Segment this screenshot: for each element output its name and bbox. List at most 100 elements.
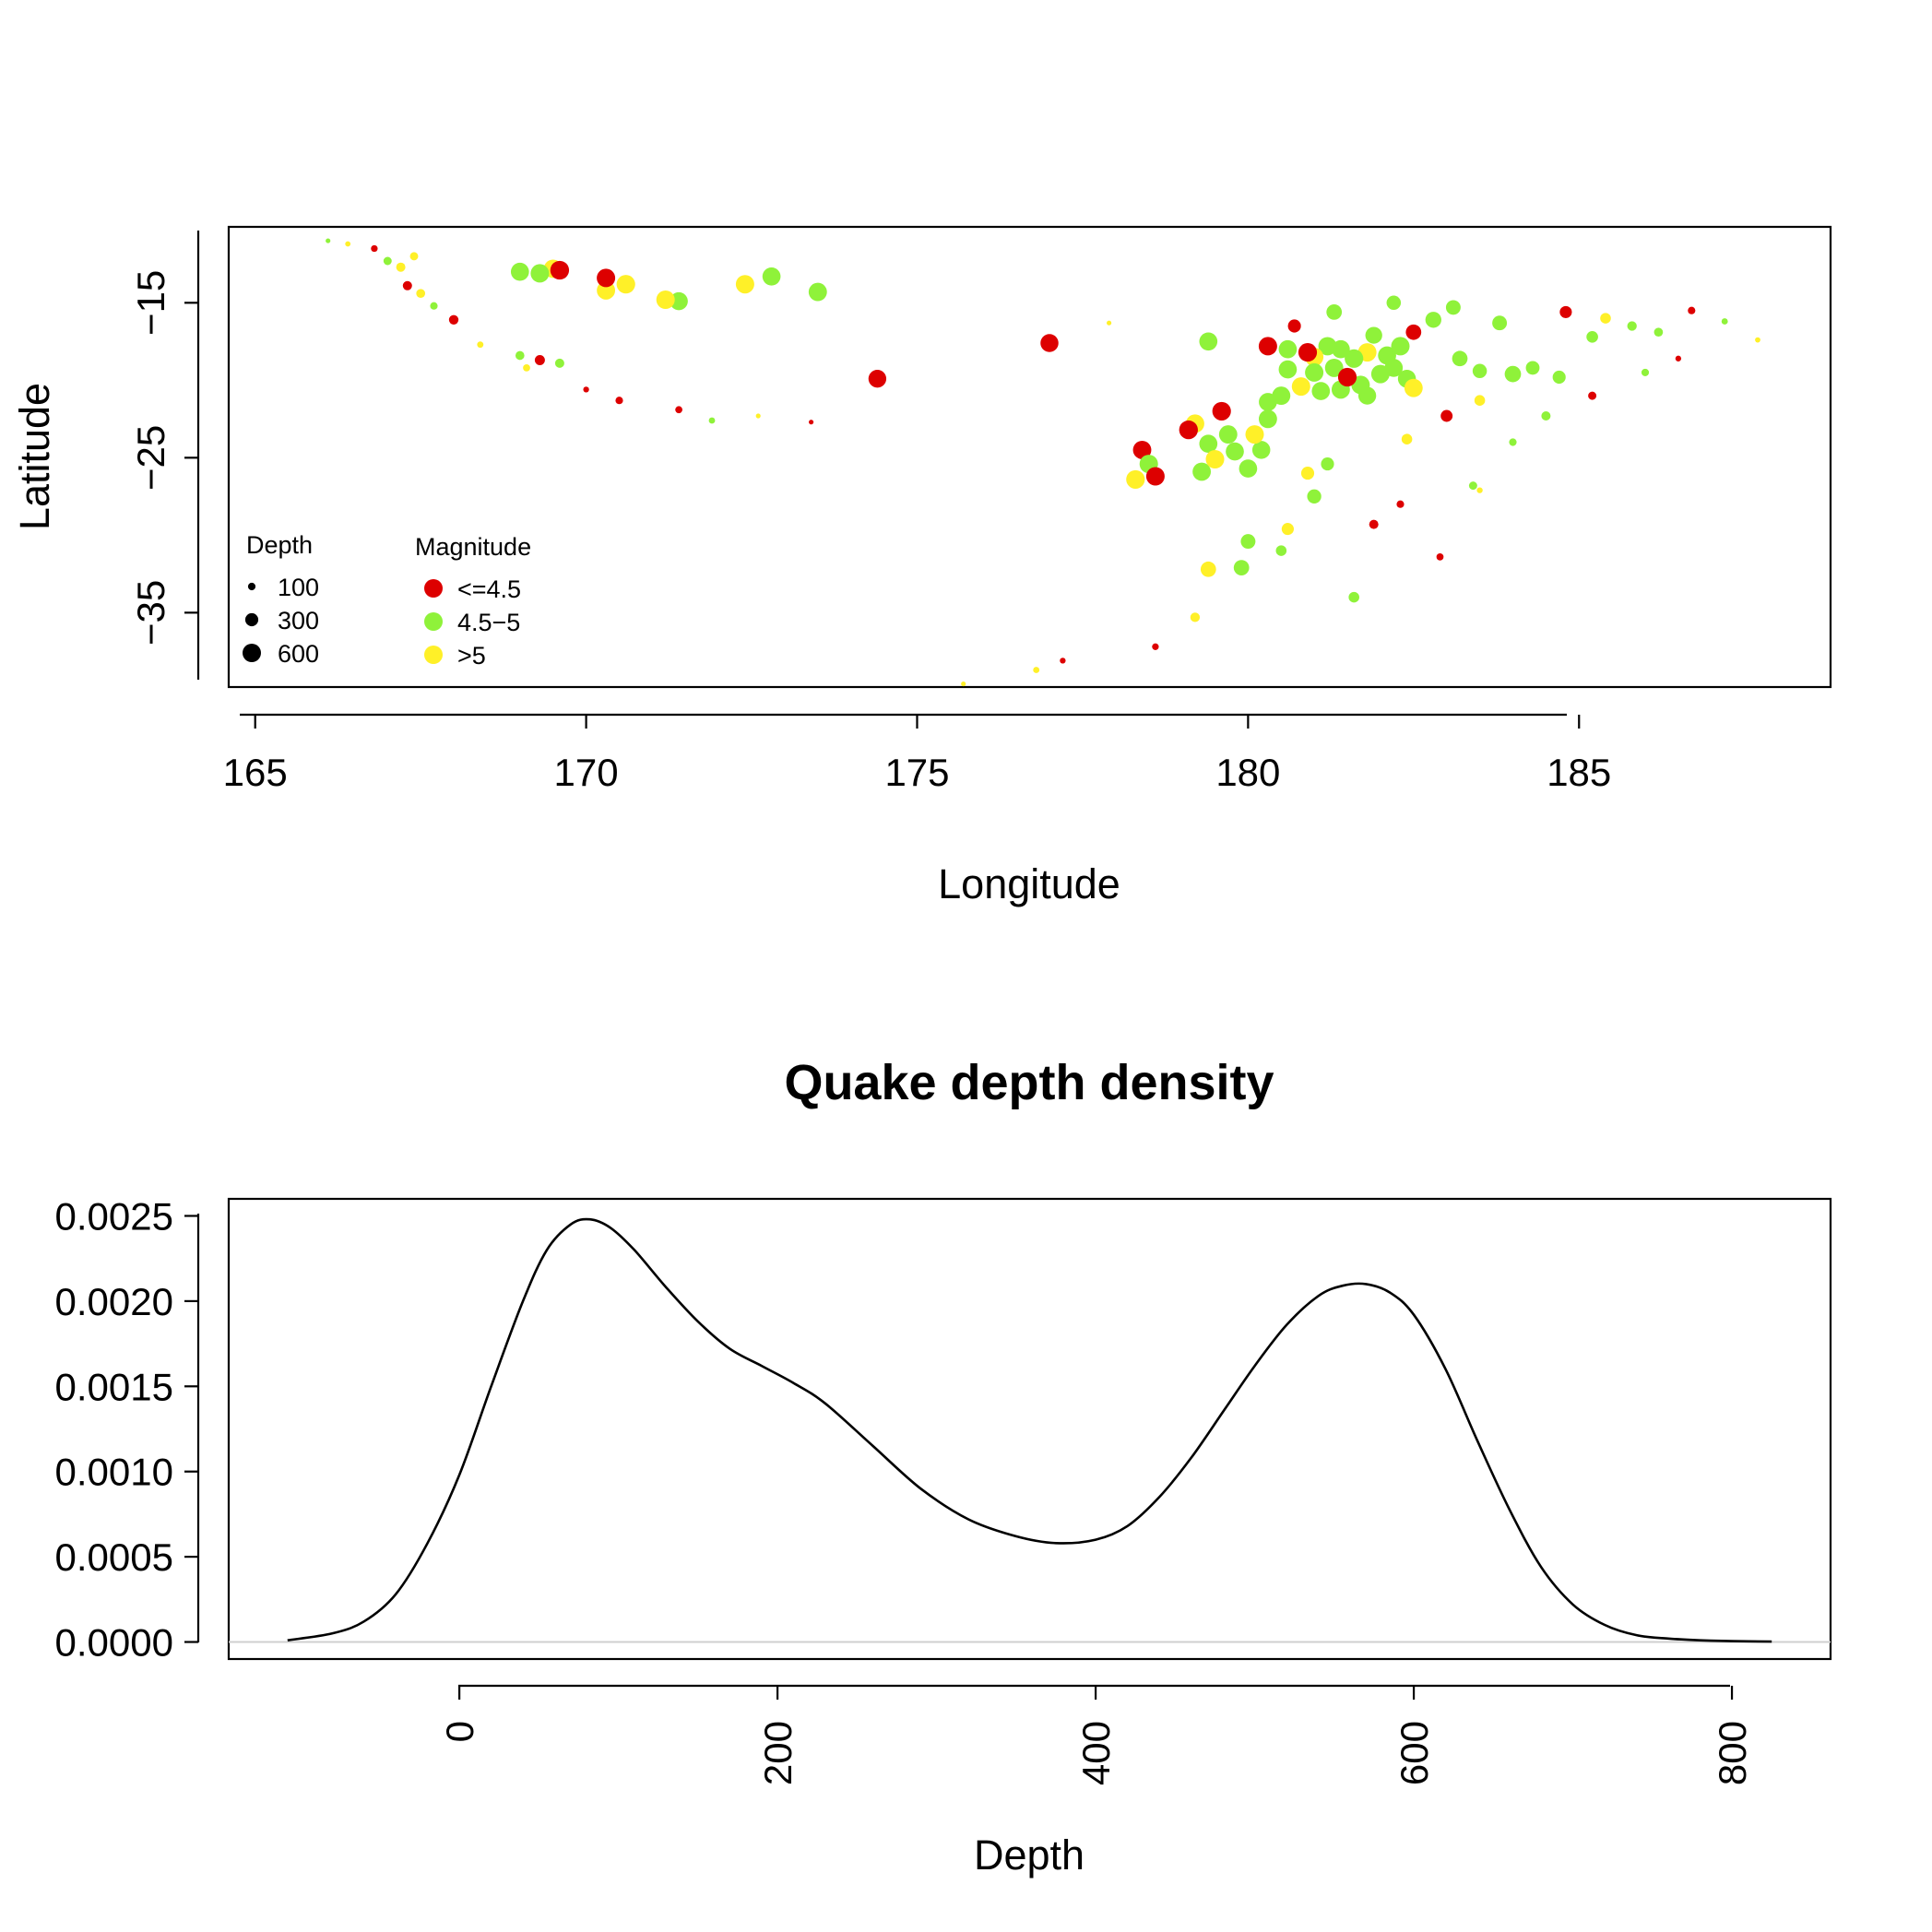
quake-point <box>755 413 761 419</box>
quake-point <box>1472 363 1488 379</box>
quake-point <box>1525 361 1540 375</box>
quake-point <box>1199 434 1218 454</box>
quake-point <box>1425 312 1441 328</box>
quake-point <box>809 420 814 425</box>
quake-point <box>1305 362 1324 382</box>
x-tick-label-map: 185 <box>1547 751 1611 794</box>
x-tick-label-map: 165 <box>223 751 288 794</box>
x-axis-ticks-density: 0 200 400 600 800 <box>438 1686 1754 1785</box>
y-tick-label-density: 0.0000 <box>55 1621 173 1665</box>
legend-depth-label-300: 300 <box>278 607 319 634</box>
quake-point <box>1370 364 1390 384</box>
y-tick-label-map: −25 <box>129 425 172 491</box>
quake-point <box>1452 350 1468 367</box>
quake-point <box>345 241 351 247</box>
quake-point <box>1401 433 1413 444</box>
quake-point <box>1245 425 1264 444</box>
x-axis-label-density: Depth <box>974 1831 1085 1879</box>
quake-point <box>1559 305 1572 318</box>
quake-point <box>1199 332 1218 351</box>
x-tick-label-map: 180 <box>1215 751 1280 794</box>
legend-depth-label-100: 100 <box>278 574 319 601</box>
quake-point <box>1132 440 1152 459</box>
y-axis-ticks-density: 0.0000 0.0005 0.0010 0.0015 0.0020 0.0025 <box>55 1194 198 1665</box>
legend-magnitude-marker-high <box>424 646 443 664</box>
quake-point <box>1324 358 1344 377</box>
quake-point <box>1445 300 1461 315</box>
legend-depth-marker-100 <box>247 582 256 591</box>
quake-point <box>1476 487 1483 493</box>
quake-point <box>1492 315 1508 331</box>
plot-frame-map <box>227 225 1832 689</box>
quake-point <box>430 302 438 310</box>
quake-point <box>583 386 589 393</box>
legend: Depth 100 300 600 Magnitude <=4.5 4.5−5 … <box>243 531 531 670</box>
plot-frame-density <box>227 1197 1832 1661</box>
quake-point <box>396 262 406 272</box>
y-tick-label-density: 0.0025 <box>55 1194 173 1238</box>
quake-point <box>1275 545 1287 556</box>
quake-point <box>1179 420 1198 440</box>
quake-point <box>1586 330 1598 343</box>
quake-point <box>1326 304 1343 320</box>
x-tick-label-density: 800 <box>1711 1721 1754 1785</box>
quake-point <box>550 260 570 280</box>
quake-point <box>1474 395 1486 406</box>
quake-point <box>1641 368 1650 376</box>
quake-point <box>1468 481 1477 491</box>
chart-title-density: Quake depth density <box>784 1055 1274 1110</box>
y-tick-label-density: 0.0005 <box>55 1535 173 1579</box>
quake-point <box>1552 370 1566 385</box>
quake-location-plot: 165 170 175 180 185 −15 −25 −35 Longitude Lati… <box>11 225 1832 907</box>
quake-point <box>530 264 550 283</box>
quake-point <box>1396 500 1405 508</box>
quake-point <box>1688 306 1696 314</box>
legend-depth-title: Depth <box>246 531 313 559</box>
x-tick-label-map: 175 <box>884 751 949 794</box>
x-axis-ticks-map: 165 170 175 180 185 <box>223 715 1611 794</box>
quake-point <box>656 290 675 309</box>
x-tick-label-density: 400 <box>1074 1721 1118 1785</box>
x-axis-label-map: Longitude <box>938 860 1120 907</box>
quake-point <box>1378 346 1396 365</box>
quake-point <box>416 289 426 299</box>
quake-point <box>1391 337 1410 356</box>
quake-point <box>523 364 530 372</box>
quake-point <box>1205 450 1225 468</box>
quake-point <box>1386 295 1402 311</box>
quake-point <box>597 268 616 288</box>
quake-point <box>1298 343 1318 362</box>
y-tick-label-map: −35 <box>129 580 172 646</box>
quake-point <box>1504 365 1522 383</box>
quake-point <box>1251 441 1271 459</box>
legend-magnitude-marker-low <box>424 579 443 598</box>
quake-point <box>1281 523 1294 536</box>
quake-point <box>1272 386 1291 406</box>
x-tick-label-density: 600 <box>1393 1721 1436 1785</box>
legend-depth-label-600: 600 <box>278 640 319 668</box>
quake-point <box>1287 319 1301 333</box>
quake-point <box>409 252 419 261</box>
quake-point <box>1755 337 1760 343</box>
quake-point <box>383 256 392 266</box>
y-axis-ticks-map: −15 −25 −35 <box>129 270 198 646</box>
quake-point <box>1627 321 1637 331</box>
quake-point <box>477 341 484 349</box>
quake-point <box>1721 318 1728 325</box>
quake-point <box>1226 442 1244 461</box>
depth-density-plot: Quake depth density 0 200 400 600 800 0.0000… <box>55 1055 1832 1879</box>
quake-point <box>961 682 966 687</box>
quake-point <box>1200 561 1216 577</box>
quake-point <box>1337 367 1357 387</box>
quake-point <box>326 238 331 243</box>
quake-point <box>1300 467 1315 480</box>
quake-point <box>616 275 635 294</box>
quake-point <box>1218 425 1238 444</box>
legend-magnitude-title: Magnitude <box>415 533 531 561</box>
quake-point <box>402 280 412 290</box>
quake-point <box>1404 378 1423 397</box>
quake-point <box>1126 469 1145 489</box>
x-tick-label-map: 170 <box>554 751 619 794</box>
